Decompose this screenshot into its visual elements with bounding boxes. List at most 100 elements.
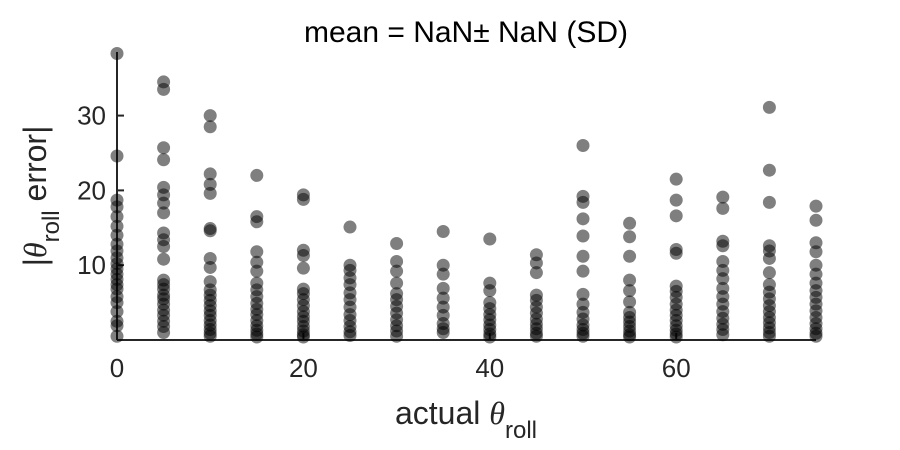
x-tick-label: 20 bbox=[289, 353, 318, 383]
data-point bbox=[529, 329, 543, 343]
x-axis-label-subscript: roll bbox=[505, 417, 537, 444]
y-tick-label: 30 bbox=[77, 101, 106, 131]
data-point bbox=[576, 264, 590, 278]
data-point bbox=[250, 255, 264, 269]
data-point bbox=[809, 236, 823, 250]
x-axis-label-prefix: actual bbox=[395, 395, 489, 431]
data-point bbox=[110, 319, 124, 333]
data-point bbox=[809, 213, 823, 227]
data-point bbox=[203, 224, 217, 238]
data-point bbox=[157, 141, 171, 155]
data-point bbox=[436, 267, 450, 281]
data-point bbox=[157, 239, 171, 253]
data-point bbox=[110, 200, 124, 214]
y-axis-ticks: 10 20 30 bbox=[77, 101, 124, 280]
data-point bbox=[576, 139, 590, 153]
data-point bbox=[110, 46, 124, 60]
x-tick-label: 60 bbox=[662, 353, 691, 383]
y-axis-label-open: | bbox=[17, 258, 53, 266]
data-point bbox=[623, 284, 637, 298]
data-point bbox=[203, 109, 217, 123]
data-point bbox=[157, 82, 171, 96]
y-tick-label: 20 bbox=[77, 175, 106, 205]
data-point bbox=[669, 246, 683, 260]
data-point bbox=[576, 249, 590, 263]
plot-area: 0 20 40 60 10 20 30 bbox=[77, 46, 823, 383]
data-point bbox=[436, 258, 450, 272]
data-point bbox=[809, 245, 823, 259]
data-point bbox=[669, 172, 683, 186]
data-point bbox=[576, 212, 590, 226]
x-axis-label-symbol: θ bbox=[489, 395, 505, 431]
data-point bbox=[809, 267, 823, 281]
x-tick-label: 40 bbox=[475, 353, 504, 383]
data-point bbox=[110, 305, 124, 319]
data-point bbox=[669, 209, 683, 223]
data-point bbox=[576, 287, 590, 301]
data-point bbox=[110, 329, 124, 343]
data-point bbox=[762, 163, 776, 177]
data-point bbox=[809, 199, 823, 213]
data-point bbox=[483, 232, 497, 246]
data-point bbox=[390, 264, 404, 278]
data-point bbox=[762, 329, 776, 343]
data-point bbox=[157, 206, 171, 220]
data-point bbox=[576, 195, 590, 209]
data-point bbox=[809, 329, 823, 343]
data-point bbox=[483, 330, 497, 344]
data-point bbox=[809, 258, 823, 272]
data-point bbox=[250, 168, 264, 182]
y-axis-label-symbol: θ bbox=[17, 242, 53, 258]
data-point bbox=[483, 284, 497, 298]
data-point bbox=[250, 245, 264, 259]
data-points bbox=[110, 46, 823, 344]
data-point bbox=[110, 219, 124, 233]
y-axis-label-subscript: roll bbox=[38, 210, 65, 242]
data-point bbox=[390, 276, 404, 290]
data-point bbox=[762, 266, 776, 280]
data-point bbox=[576, 329, 590, 343]
data-point bbox=[623, 330, 637, 344]
data-point bbox=[250, 215, 264, 229]
data-point bbox=[716, 201, 730, 215]
data-point bbox=[716, 328, 730, 342]
data-point bbox=[110, 149, 124, 163]
data-point bbox=[716, 254, 730, 268]
data-point bbox=[157, 153, 171, 167]
data-point bbox=[110, 228, 124, 242]
data-point bbox=[716, 272, 730, 286]
data-point bbox=[716, 239, 730, 253]
data-point bbox=[296, 330, 310, 344]
data-point bbox=[436, 326, 450, 340]
data-point bbox=[576, 229, 590, 243]
data-point bbox=[390, 254, 404, 268]
data-point bbox=[296, 248, 310, 262]
data-point bbox=[762, 251, 776, 265]
data-point bbox=[762, 195, 776, 209]
data-point bbox=[436, 281, 450, 295]
data-point bbox=[157, 326, 171, 340]
data-point bbox=[390, 329, 404, 343]
data-point bbox=[296, 192, 310, 206]
data-point bbox=[110, 210, 124, 224]
data-point bbox=[203, 329, 217, 343]
data-point bbox=[623, 273, 637, 287]
data-point bbox=[250, 330, 264, 344]
data-point bbox=[669, 193, 683, 207]
data-point bbox=[436, 225, 450, 239]
data-point bbox=[110, 296, 124, 310]
data-point bbox=[203, 186, 217, 200]
data-point bbox=[296, 261, 310, 275]
data-point bbox=[343, 220, 357, 234]
data-point bbox=[250, 264, 264, 278]
data-point bbox=[623, 249, 637, 263]
data-point bbox=[436, 291, 450, 305]
data-point bbox=[157, 252, 171, 266]
data-point bbox=[716, 190, 730, 204]
y-axis-label-close: error| bbox=[17, 126, 53, 211]
data-point bbox=[623, 230, 637, 244]
data-point bbox=[203, 167, 217, 181]
data-point bbox=[203, 260, 217, 274]
data-point bbox=[203, 177, 217, 191]
